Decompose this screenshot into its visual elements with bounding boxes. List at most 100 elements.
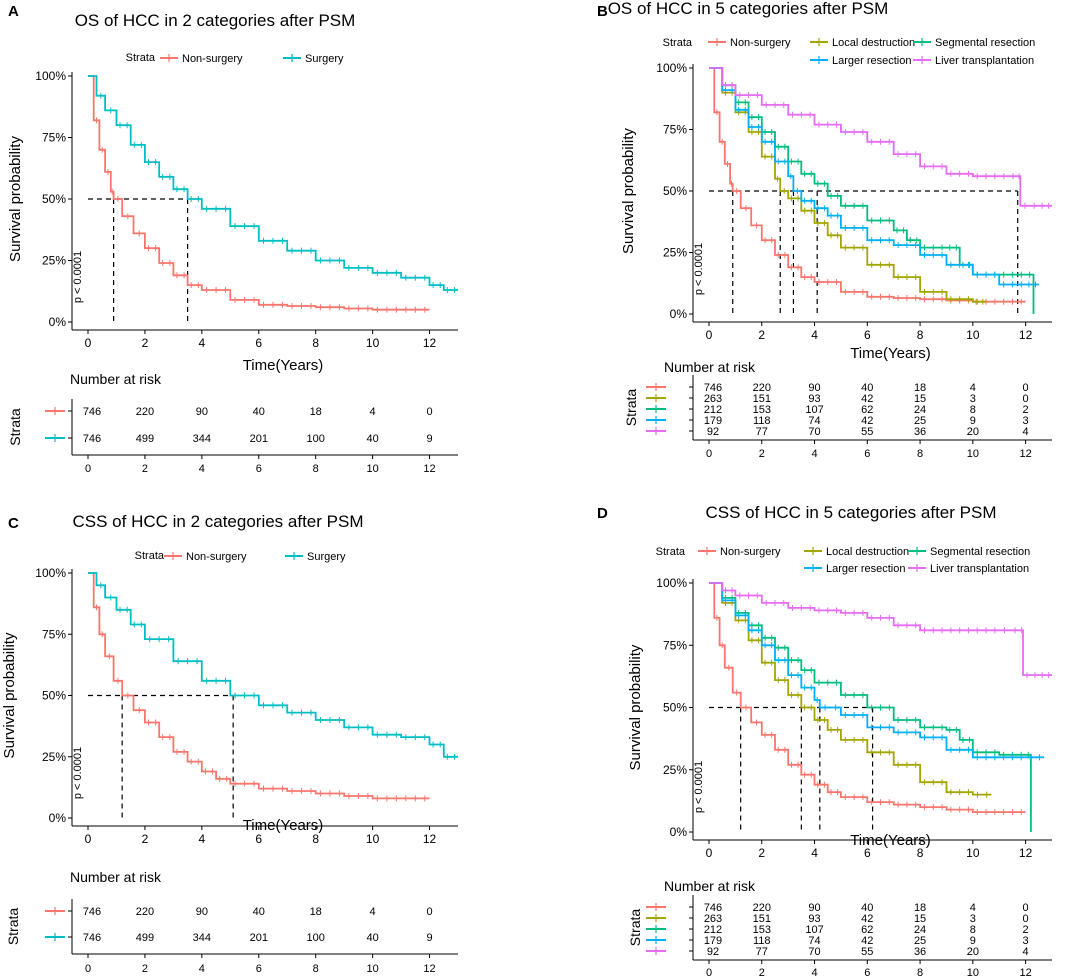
survival-curve (709, 582, 1052, 676)
risk-count: 18 (914, 382, 926, 394)
risk-count: 0 (1023, 393, 1029, 405)
risk-count: 15 (914, 393, 926, 405)
risk-count: 151 (753, 393, 771, 405)
risk-count: 25 (914, 935, 926, 947)
risk-count: 220 (753, 902, 771, 914)
risk-count: 90 (196, 906, 208, 918)
legend-title: Strata (656, 546, 686, 558)
risk-count: 4 (970, 902, 976, 914)
risk-x-tick-label: 12 (1019, 448, 1031, 460)
x-tick-label: 2 (758, 846, 765, 860)
y-axis-label: Survival probability (620, 128, 637, 254)
risk-count: 40 (253, 906, 265, 918)
risk-count: 40 (253, 406, 265, 418)
risk-count: 90 (808, 902, 820, 914)
x-tick-label: 8 (917, 328, 924, 342)
risk-count: 263 (704, 913, 722, 925)
survival-curve (88, 572, 430, 800)
risk-count: 100 (307, 932, 325, 944)
risk-count: 4 (1023, 426, 1029, 438)
risk-x-tick-label: 12 (423, 963, 435, 975)
panel-letter: A (8, 3, 19, 20)
risk-x-tick-label: 12 (423, 463, 435, 475)
risk-count: 107 (805, 404, 823, 416)
legend-label: Segmental resection (930, 546, 1030, 558)
censor-marks (724, 587, 1050, 679)
y-tick-label: 0% (49, 315, 67, 329)
risk-x-tick-label: 6 (256, 463, 262, 475)
censor-marks (100, 582, 455, 760)
risk-count: 220 (136, 906, 154, 918)
survival-curve (709, 67, 986, 303)
x-tick-label: 12 (1019, 328, 1033, 342)
risk-count: 77 (756, 426, 768, 438)
risk-count: 40 (861, 382, 873, 394)
risk-count: 3 (970, 393, 976, 405)
legend-label: Local destruction (826, 546, 909, 558)
risk-x-tick-label: 4 (811, 967, 817, 979)
survival-curve (709, 582, 1045, 759)
risk-count: 746 (83, 932, 101, 944)
survival-curve (709, 67, 1052, 207)
panel-letter: D (597, 505, 608, 522)
p-value: p < 0.0001 (693, 761, 705, 813)
x-tick-label: 12 (423, 336, 437, 350)
risk-x-tick-label: 0 (85, 463, 91, 475)
legend-title: Strata (126, 52, 156, 64)
risk-table-title: Number at risk (664, 878, 756, 894)
risk-x-tick-label: 0 (85, 963, 91, 975)
risk-count: 24 (914, 924, 926, 936)
risk-count: 3 (1023, 415, 1029, 427)
risk-count: 4 (970, 382, 976, 394)
risk-count: 62 (861, 924, 873, 936)
x-tick-label: 6 (255, 336, 262, 350)
risk-x-tick-label: 10 (366, 963, 378, 975)
risk-count: 90 (808, 382, 820, 394)
risk-count: 25 (914, 415, 926, 427)
panel-letter: B (597, 3, 608, 20)
risk-strata-label: Strata (5, 908, 21, 946)
risk-count: 118 (753, 935, 771, 947)
panel-b: B OS of HCC in 5 categories after PSM Stra… (597, 0, 1052, 460)
survival-curve (88, 75, 430, 311)
risk-x-tick-label: 10 (967, 448, 979, 460)
legend-label: Non-surgery (186, 551, 247, 563)
y-tick-label: 75% (42, 627, 66, 641)
legend-label: Liver transplantation (930, 563, 1029, 575)
risk-count: 15 (914, 913, 926, 925)
risk-count: 0 (426, 406, 432, 418)
y-tick-label: 75% (663, 638, 687, 652)
y-tick-label: 0% (49, 811, 67, 825)
x-tick-label: 10 (966, 846, 980, 860)
legend-label: Surgery (305, 53, 344, 65)
risk-count: 201 (250, 932, 268, 944)
risk-count: 90 (196, 406, 208, 418)
risk-count: 746 (83, 906, 101, 918)
risk-strata-label: Strata (627, 909, 643, 947)
x-tick-label: 4 (811, 328, 818, 342)
y-tick-label: 0% (670, 307, 688, 321)
y-axis-label: Survival probability (627, 644, 644, 770)
panel-c: C CSS of HCC in 2 categories after PSM Str… (1, 512, 458, 975)
risk-count: 92 (707, 426, 719, 438)
censor-marks (724, 89, 984, 305)
risk-x-tick-label: 4 (199, 463, 205, 475)
x-axis-label: Time(Years) (243, 357, 324, 374)
legend-label: Non-surgery (182, 53, 243, 65)
legend-title: Strata (135, 550, 165, 562)
risk-x-tick-label: 10 (366, 463, 378, 475)
risk-x-tick-label: 12 (1019, 967, 1031, 979)
risk-count: 20 (967, 946, 979, 958)
risk-x-tick-label: 6 (256, 963, 262, 975)
risk-count: 74 (808, 935, 820, 947)
panel-letter: C (8, 515, 19, 532)
x-tick-label: 0 (85, 336, 92, 350)
risk-count: 8 (970, 404, 976, 416)
risk-count: 42 (861, 913, 873, 925)
risk-count: 2 (1023, 404, 1029, 416)
risk-x-tick-label: 10 (967, 967, 979, 979)
risk-count: 42 (861, 393, 873, 405)
chart-title: CSS of HCC in 5 categories after PSM (705, 503, 996, 522)
x-tick-label: 6 (864, 328, 871, 342)
